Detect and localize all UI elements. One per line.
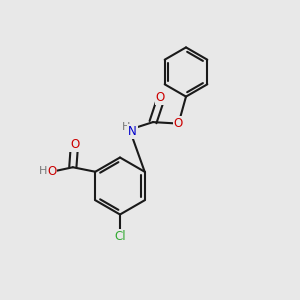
Text: H: H <box>122 122 130 132</box>
Text: H: H <box>39 166 48 176</box>
Text: Cl: Cl <box>114 230 126 243</box>
Text: O: O <box>156 91 165 104</box>
Text: O: O <box>70 138 80 151</box>
Text: O: O <box>47 165 56 178</box>
Text: N: N <box>128 124 137 138</box>
Text: O: O <box>174 117 183 130</box>
